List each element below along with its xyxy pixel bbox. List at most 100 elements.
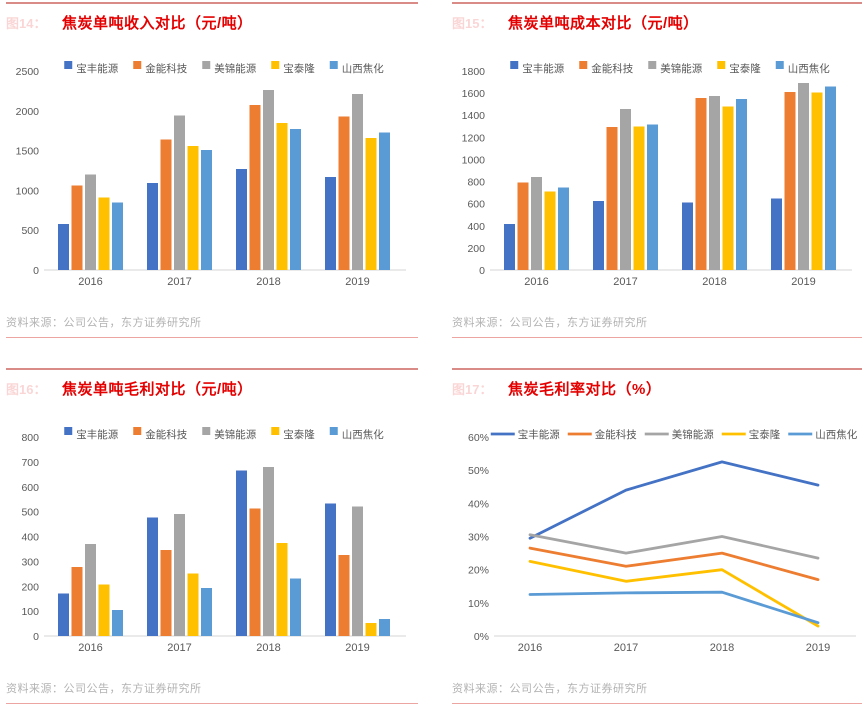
y-tick-label: 60% bbox=[468, 432, 489, 444]
x-axis-labels: 2016 2017 2018 2019 bbox=[78, 642, 369, 654]
legend-label: 宝丰能源 bbox=[76, 428, 118, 441]
y-tick-label: 2000 bbox=[16, 106, 40, 118]
legend-item: 金能科技 bbox=[567, 428, 637, 441]
legend: 宝丰能源 金能科技 美锦能源 宝泰隆 山西焦化 bbox=[64, 427, 384, 441]
gross-margin-line-chart: 0% 10% 20% 30% 40% 50% 60% 2016 2017 2018 2019 宝丰能源… bbox=[452, 407, 862, 655]
legend-label: 宝丰能源 bbox=[522, 62, 564, 75]
legend-item: 宝泰隆 bbox=[717, 61, 761, 75]
bar bbox=[825, 86, 836, 270]
legend-square-marker bbox=[329, 61, 338, 69]
legend-label: 金能科技 bbox=[145, 428, 187, 441]
legend-label: 宝丰能源 bbox=[518, 428, 560, 441]
source-note: 资料来源：公司公告，东方证券研究所 bbox=[452, 680, 862, 704]
bar bbox=[85, 543, 96, 636]
legend-item: 美锦能源 bbox=[648, 61, 703, 75]
bar bbox=[58, 223, 69, 270]
legend-label: 美锦能源 bbox=[660, 62, 702, 75]
bar bbox=[517, 182, 529, 270]
bar bbox=[606, 126, 618, 270]
y-tick-label: 600 bbox=[467, 199, 485, 211]
legend-item: 宝丰能源 bbox=[510, 61, 565, 75]
bar bbox=[531, 177, 542, 270]
y-tick-label: 1800 bbox=[462, 66, 486, 78]
bar bbox=[647, 124, 658, 270]
bar bbox=[784, 92, 796, 270]
legend-item: 山西焦化 bbox=[775, 61, 830, 75]
y-tick-label: 30% bbox=[468, 532, 489, 544]
y-tick-label: 400 bbox=[21, 532, 39, 544]
chart-title-gross-profit: 焦炭单吨毛利对比（元/吨） bbox=[62, 380, 253, 398]
legend-label: 山西焦化 bbox=[815, 428, 857, 441]
x-axis-labels: 2016 2017 2018 2019 bbox=[518, 642, 830, 654]
bar bbox=[85, 174, 96, 270]
bar bbox=[147, 517, 158, 636]
chart-title-cost: 焦炭单吨成本对比（元/吨） bbox=[508, 14, 699, 32]
y-tick-label: 700 bbox=[21, 457, 39, 469]
legend-label: 金能科技 bbox=[591, 62, 633, 75]
line-series bbox=[528, 533, 820, 560]
x-axis-labels: 2016 2017 2018 2019 bbox=[524, 276, 815, 288]
y-tick-label: 100 bbox=[21, 606, 39, 618]
bar bbox=[71, 185, 83, 270]
y-tick-label: 1000 bbox=[16, 185, 40, 197]
revenue-bar-chart: 0 500 1000 1500 2000 2500 2016 2017 2018 2019 宝丰能源… bbox=[6, 41, 418, 289]
legend-item: 金能科技 bbox=[133, 61, 188, 75]
bar bbox=[633, 126, 645, 271]
legend-label: 山西焦化 bbox=[342, 62, 384, 75]
legend-item: 金能科技 bbox=[133, 427, 188, 441]
legend-item: 宝泰隆 bbox=[271, 427, 315, 441]
y-tick-label: 300 bbox=[21, 556, 39, 568]
legend-square-marker bbox=[775, 61, 784, 69]
y-tick-label: 800 bbox=[467, 177, 485, 189]
y-tick-label: 1400 bbox=[462, 110, 486, 122]
bar bbox=[798, 83, 809, 271]
bars bbox=[58, 90, 390, 271]
source-note: 资料来源：公司公告，东方证券研究所 bbox=[6, 314, 418, 338]
chart-title-revenue: 焦炭单吨收入对比（元/吨） bbox=[62, 14, 253, 32]
legend-square-marker bbox=[329, 427, 338, 435]
line-series bbox=[528, 546, 820, 582]
title-row: 图14： 焦炭单吨收入对比（元/吨） bbox=[6, 11, 418, 33]
bar bbox=[201, 149, 212, 270]
bar bbox=[201, 587, 212, 636]
bar bbox=[112, 202, 123, 270]
bar bbox=[593, 200, 604, 270]
x-tick-label: 2016 bbox=[518, 642, 542, 654]
y-tick-label: 0 bbox=[33, 631, 39, 643]
legend-square-marker bbox=[717, 61, 726, 69]
line-chart-svg: 0% 10% 20% 30% 40% 50% 60% 2016 2017 2018 2019 宝丰能源… bbox=[468, 428, 858, 654]
bar bbox=[263, 466, 274, 636]
bar bbox=[236, 470, 247, 636]
legend-square-marker bbox=[271, 427, 280, 435]
legend-label: 宝泰隆 bbox=[749, 428, 781, 441]
legend-item: 宝丰能源 bbox=[64, 427, 119, 441]
source-note: 资料来源：公司公告，东方证券研究所 bbox=[6, 680, 418, 704]
y-tick-label: 200 bbox=[467, 243, 485, 255]
y-axis-labels: 0 500 1000 1500 2000 2500 bbox=[16, 66, 40, 277]
panel-gross-margin: 图17： 焦炭毛利率对比（%） 0% 10% 20% 30% 40% 50% 60% 2016… bbox=[452, 368, 862, 704]
figure-number-label: 图17： bbox=[452, 381, 493, 397]
bar bbox=[338, 116, 350, 270]
panel-revenue: 图14： 焦炭单吨收入对比（元/吨） 0 500 1000 1500 2000 2500 2… bbox=[6, 2, 418, 338]
legend-label: 山西焦化 bbox=[342, 428, 384, 441]
title-row: 图16： 焦炭单吨毛利对比（元/吨） bbox=[6, 377, 418, 399]
bar bbox=[352, 506, 363, 636]
bar bbox=[187, 573, 199, 636]
x-tick-label: 2016 bbox=[524, 276, 548, 288]
legend-label: 宝泰隆 bbox=[729, 62, 761, 75]
bar bbox=[147, 182, 158, 270]
legend-square-marker bbox=[510, 61, 519, 69]
x-tick-label: 2019 bbox=[345, 276, 369, 288]
bar bbox=[325, 503, 336, 636]
legend-square-marker bbox=[64, 427, 73, 435]
legend: 宝丰能源 金能科技 美锦能源 宝泰隆 山西焦化 bbox=[490, 428, 858, 441]
legend-label: 宝泰隆 bbox=[283, 428, 315, 441]
bar bbox=[160, 550, 172, 636]
bar-chart-svg: 0 500 1000 1500 2000 2500 2016 2017 2018 2019 宝丰能源… bbox=[16, 61, 406, 288]
line-series bbox=[528, 590, 820, 625]
x-tick-label: 2018 bbox=[256, 276, 280, 288]
bar bbox=[249, 508, 261, 636]
bar bbox=[544, 191, 556, 270]
y-tick-label: 1000 bbox=[462, 154, 486, 166]
y-axis-labels: 0% 10% 20% 30% 40% 50% 60% bbox=[468, 432, 489, 643]
